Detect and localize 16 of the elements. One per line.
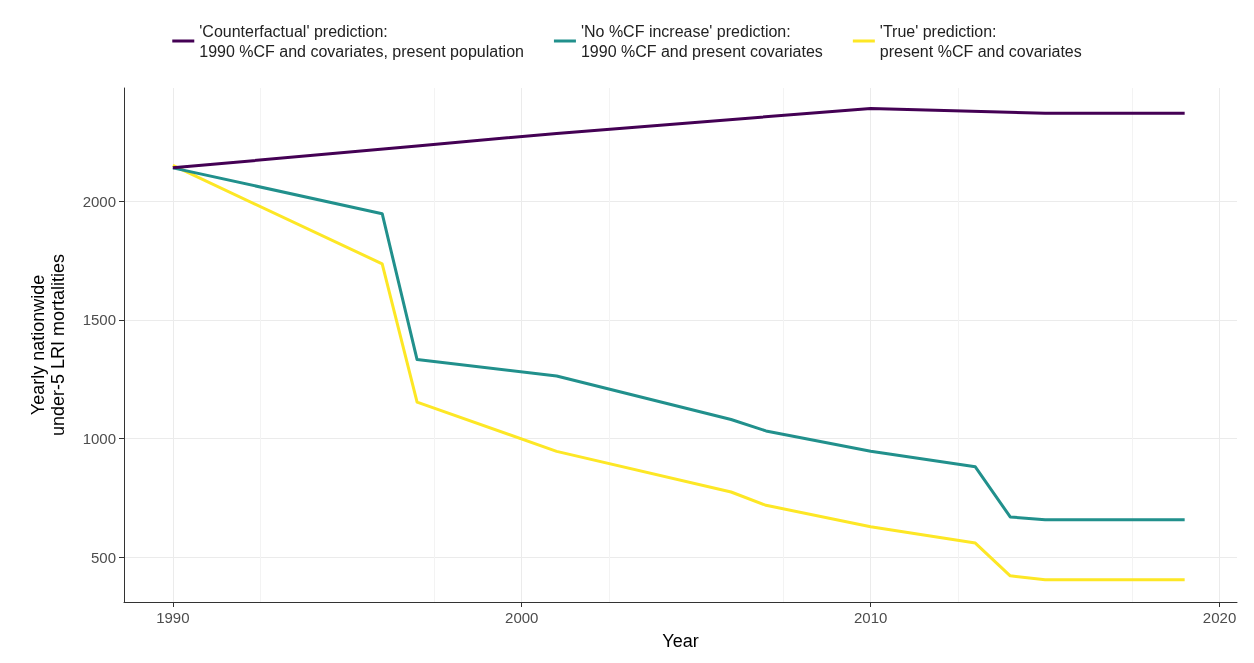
line-series bbox=[171, 163, 1187, 582]
y-tick-label: 1500 bbox=[82, 311, 116, 329]
x-tick-label: 2010 bbox=[853, 609, 888, 626]
x-tick-label: 1990 bbox=[156, 609, 190, 626]
legend-label: 'True' prediction: present %CF and covariates bbox=[879, 22, 1082, 60]
y-tick-label: 1000 bbox=[82, 430, 116, 448]
legend-label: 'No %CF increase' prediction: 1990 %CF and present covariates bbox=[580, 22, 823, 60]
x-tick-label: 2000 bbox=[505, 609, 539, 626]
y-tick-label: 500 bbox=[90, 549, 116, 567]
line-series bbox=[171, 166, 1187, 522]
x-axis-title: Year bbox=[662, 631, 699, 651]
legend-label: 'Counterfactual' prediction: 1990 %CF and covariates, present population bbox=[199, 22, 524, 60]
x-tick-label: 2020 bbox=[1202, 609, 1237, 626]
y-tick-label: 2000 bbox=[82, 192, 116, 210]
y-axis-title: Yearly nationwide under-5 LRI mortalities bbox=[28, 253, 68, 437]
line-series bbox=[171, 106, 1187, 170]
